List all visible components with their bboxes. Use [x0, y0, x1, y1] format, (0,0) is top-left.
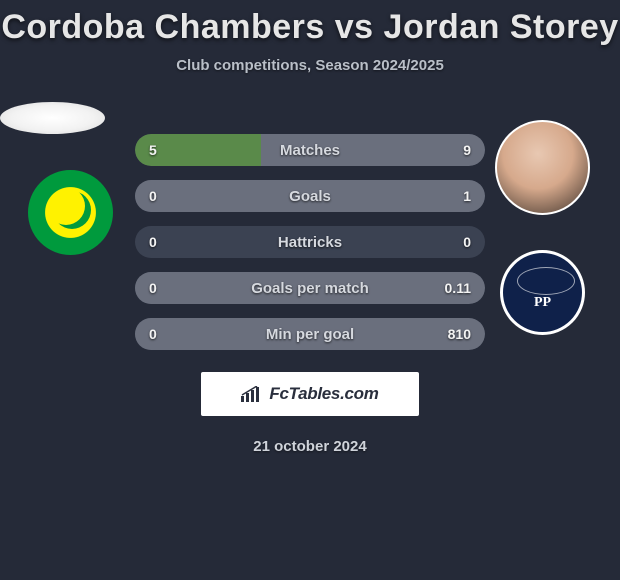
stat-value-right: 1	[439, 188, 471, 204]
stat-value-left: 5	[149, 142, 181, 158]
stat-value-right: 0.11	[439, 280, 471, 296]
comparison-stage: 5Matches90Goals10Hattricks00Goals per ma…	[0, 102, 620, 455]
stat-bar-fill-right	[135, 272, 485, 304]
subtitle: Club competitions, Season 2024/2025	[0, 57, 620, 74]
stat-value-left: 0	[149, 188, 181, 204]
stat-value-left: 0	[149, 234, 181, 250]
stat-bar: 0Goals1	[135, 180, 485, 212]
stat-value-left: 0	[149, 326, 181, 342]
brand-box: FcTables.com	[201, 372, 419, 416]
stat-bars: 5Matches90Goals10Hattricks00Goals per ma…	[135, 134, 485, 350]
player2-avatar	[495, 120, 590, 215]
infographic-root: Cordoba Chambers vs Jordan Storey Club c…	[0, 0, 620, 455]
page-title: Cordoba Chambers vs Jordan Storey	[0, 8, 620, 47]
date-text: 21 october 2024	[0, 438, 620, 455]
stat-value-right: 9	[439, 142, 471, 158]
stat-bar-fill-right	[135, 180, 485, 212]
stat-value-right: 810	[439, 326, 471, 342]
stat-bar-fill-right	[135, 318, 485, 350]
stat-bar: 0Hattricks0	[135, 226, 485, 258]
title-vs: vs	[335, 8, 374, 46]
title-player2: Jordan Storey	[384, 8, 619, 46]
stat-value-right: 0	[439, 234, 471, 250]
title-player1: Cordoba Chambers	[1, 8, 325, 46]
stat-value-left: 0	[149, 280, 181, 296]
stat-bar: 0Goals per match0.11	[135, 272, 485, 304]
brand-chart-icon	[241, 386, 263, 402]
stat-bar: 5Matches9	[135, 134, 485, 166]
player1-avatar	[0, 102, 105, 134]
player1-club-icon	[28, 170, 113, 255]
player2-club-icon	[500, 250, 585, 335]
brand-text: FcTables.com	[269, 384, 378, 404]
stat-label: Hattricks	[135, 234, 485, 251]
stat-bar: 0Min per goal810	[135, 318, 485, 350]
